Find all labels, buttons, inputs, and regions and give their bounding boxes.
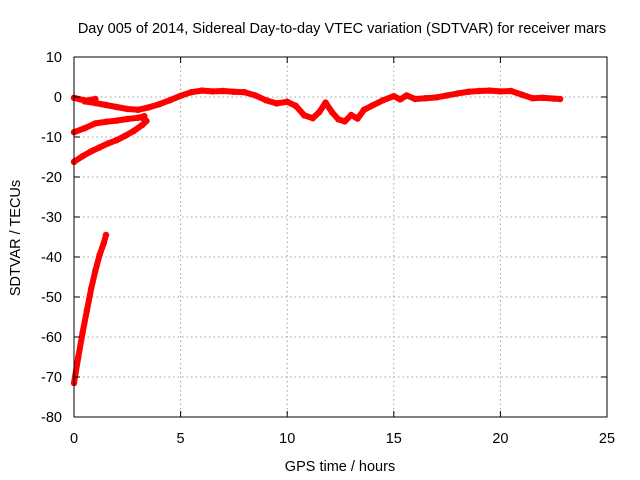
data-point [390, 93, 397, 100]
data-point [309, 115, 316, 122]
data-point [379, 97, 387, 104]
data-point [188, 89, 195, 96]
data-point [166, 97, 174, 104]
x-tick-label: 0 [70, 431, 78, 447]
y-tick-label: -50 [41, 290, 62, 306]
data-point [241, 89, 248, 96]
data-point [220, 87, 227, 95]
data-point [92, 267, 99, 275]
data-point [507, 87, 515, 95]
data-point [81, 125, 88, 132]
data-point [87, 285, 95, 293]
ticks: 0 5 10 15 20 25 10 0 -10 -20 -30 -40 -50 -60 -70 -80 [41, 50, 615, 447]
y-tick-label: -60 [41, 330, 62, 346]
data-point [83, 307, 90, 315]
data-point [113, 117, 120, 124]
data-point [92, 99, 99, 107]
data-point [124, 115, 131, 123]
series-group [70, 87, 564, 387]
y-tick-label: -80 [41, 410, 62, 426]
data-point [292, 102, 299, 110]
data-point [529, 95, 536, 102]
data-point [354, 115, 361, 122]
data-point [396, 96, 404, 103]
data-point [335, 116, 342, 123]
data-point [156, 101, 163, 108]
data-point [539, 94, 547, 102]
data-point [87, 148, 95, 155]
data-point [96, 144, 103, 151]
data-point [273, 100, 280, 107]
data-point [486, 87, 493, 94]
chart-title: Day 005 of 2014, Sidereal Day-to-day VTE… [78, 21, 606, 37]
data-point [360, 106, 368, 114]
data-point [497, 88, 504, 95]
data-point [518, 91, 525, 98]
data-point [113, 137, 120, 144]
data-point [79, 329, 86, 337]
y-tick-label: -30 [41, 210, 62, 226]
data-point [454, 90, 461, 97]
data-point [550, 95, 557, 102]
series-trace-2 [81, 87, 564, 125]
data-point [322, 99, 329, 106]
grid [74, 57, 607, 417]
x-tick-label: 15 [386, 431, 402, 447]
data-point [443, 92, 451, 99]
data-point [315, 109, 323, 116]
data-point [328, 109, 336, 116]
data-point [102, 118, 110, 126]
data-point [145, 104, 152, 111]
y-tick-label: -20 [41, 170, 62, 186]
x-tick-label: 10 [279, 431, 295, 447]
x-axis-label: GPS time / hours [285, 459, 395, 475]
data-point [230, 88, 238, 96]
data-point [209, 88, 216, 95]
data-point [411, 95, 419, 103]
y-tick-label: 10 [46, 50, 62, 66]
data-point [79, 153, 86, 160]
data-point [262, 97, 270, 104]
x-tick-label: 25 [599, 431, 615, 447]
data-point [81, 98, 88, 105]
data-point [422, 95, 429, 102]
data-point [284, 98, 291, 106]
data-point [104, 140, 112, 147]
plot-frame [73, 56, 608, 418]
data-point [433, 94, 440, 101]
y-tick-label: 0 [54, 90, 62, 106]
data-point [347, 111, 355, 119]
data-point [75, 353, 82, 361]
data-point [113, 103, 120, 111]
y-tick-label: -10 [41, 130, 62, 146]
data-point [475, 87, 483, 95]
x-tick-label: 20 [492, 431, 508, 447]
data-point [252, 92, 259, 99]
data-point [465, 88, 472, 96]
data-point [124, 105, 131, 113]
x-tick-label: 5 [177, 431, 185, 447]
data-point [341, 118, 348, 125]
data-point [139, 121, 146, 129]
data-point [177, 92, 184, 100]
data-point [369, 102, 376, 109]
data-point [102, 231, 110, 239]
data-point [100, 239, 108, 247]
data-point [121, 132, 129, 139]
y-axis-label: SDTVAR / TECUs [8, 180, 24, 296]
y-tick-label: -70 [41, 370, 62, 386]
data-point [556, 95, 564, 103]
y-tick-label: -40 [41, 250, 62, 266]
data-point [139, 114, 146, 122]
data-point [301, 112, 308, 119]
data-point [403, 92, 410, 99]
data-point [92, 120, 99, 127]
data-point [102, 101, 110, 109]
data-point [130, 127, 137, 135]
data-point [198, 87, 206, 94]
data-point [96, 251, 103, 259]
data-point [134, 106, 142, 114]
